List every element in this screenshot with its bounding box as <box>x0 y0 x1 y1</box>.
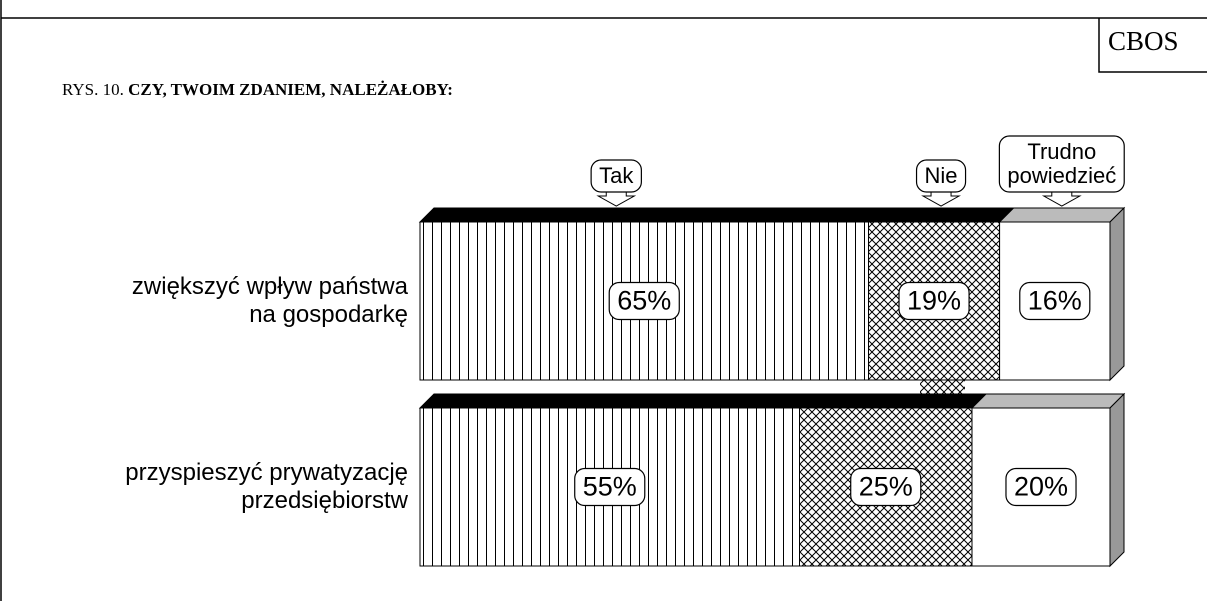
legend-label: Trudno powiedzieć <box>1007 139 1116 188</box>
legend-label-box <box>915 159 967 193</box>
legend-label-box <box>590 159 642 193</box>
segment-top <box>798 393 988 409</box>
category-label: przyspieszyć prywatyzację przedsiębiorst… <box>125 459 408 514</box>
legend-label: Nie <box>925 163 958 188</box>
value-label-box <box>898 281 970 321</box>
legend-arrow <box>1041 191 1082 207</box>
category-label: zwiększyć wpływ państwa na gospodarkę <box>131 273 408 328</box>
title: RYS. 10. CZY, TWOIM ZDANIEM, NALEŻAŁOBY: <box>62 80 453 100</box>
value-label: 65% <box>617 286 671 316</box>
figure-label: RYS. 10. <box>62 80 124 99</box>
segment-top <box>418 393 815 409</box>
segment-top <box>418 207 884 223</box>
source: CBOS <box>1108 26 1179 56</box>
value-label: 19% <box>907 286 961 316</box>
value-label-box <box>574 467 646 507</box>
value-label: 25% <box>859 472 913 502</box>
legend-arrow <box>596 191 637 207</box>
value-label: 20% <box>1014 472 1068 502</box>
legend-label: Tak <box>599 163 634 188</box>
source-box <box>1098 18 1207 73</box>
segment-top <box>970 393 1126 409</box>
value-label: 55% <box>583 472 637 502</box>
legend-label-box <box>998 135 1125 193</box>
segment-side <box>1109 206 1125 382</box>
value-label-box <box>608 281 680 321</box>
segment-side <box>1109 392 1125 568</box>
chart-title: CZY, TWOIM ZDANIEM, NALEŻAŁOBY: <box>128 80 453 99</box>
value-label-box <box>1005 467 1077 507</box>
segment <box>998 206 1126 382</box>
legend-arrow <box>921 191 961 207</box>
value-label-box <box>850 467 922 507</box>
value-label-box <box>1019 281 1091 321</box>
segment-top <box>867 207 1015 223</box>
value-label: 16% <box>1028 286 1082 316</box>
segment-top <box>998 207 1126 223</box>
